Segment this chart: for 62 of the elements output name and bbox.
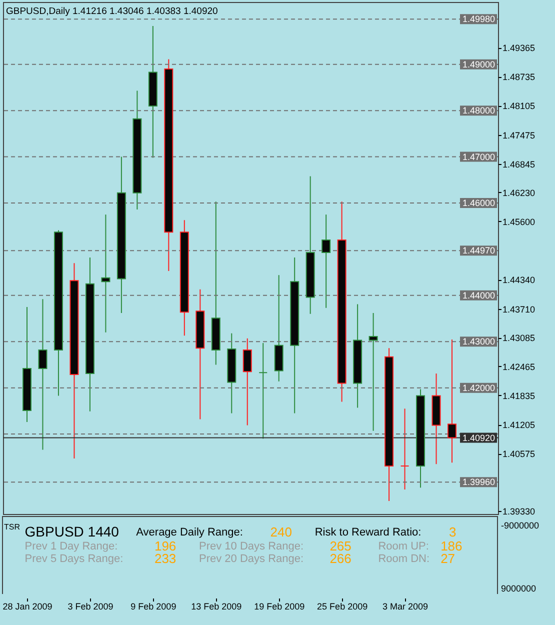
candlestick [38,298,48,450]
ref-line-label: 1.47000 [462,152,495,162]
y-tick-label: 1.47475 [502,130,536,140]
y-tick-label: 1.44340 [502,275,536,286]
text: Room DN: [378,552,430,565]
candlestick [448,339,456,464]
ref-line-label: 1.44970 [462,246,495,256]
text: 9000000 [500,584,536,594]
x-tick-label: 3 Mar 2009 [382,602,428,612]
candlestick [322,214,331,308]
chart-title: GBPUSD,Daily 1.41216 1.43046 1.40383 1.40920 [6,6,218,17]
text: 233 [154,550,176,566]
y-tick-label: 1.48105 [502,101,536,112]
y-tick-label: 1.45600 [502,216,536,227]
text: Prev 1 Day Range: [24,540,118,552]
ref-line-label: 1.46000 [462,198,495,208]
candlestick [400,408,410,490]
text: GBPUSD 1440 [24,523,120,540]
y-tick-label: 1.48735 [502,72,536,82]
x-tick-label: 19 Feb 2009 [254,602,305,612]
text: Average Daily Range: [136,526,243,538]
y-tick-label: 1.41205 [502,420,536,430]
ref-line-label: 1.49980 [462,14,495,24]
ref-line-label: 1.40920 [462,432,495,443]
text: 240 [270,524,292,540]
text: Room UP: [378,540,429,552]
text: Prev 5 Days Range: [24,552,124,565]
text: Prev 20 Days Range: [199,552,304,565]
candlestick [242,338,252,426]
text: 186 [440,538,462,554]
text: 27 [440,550,456,566]
y-tick-label: 1.43710 [502,304,536,314]
text: TSR [4,522,20,532]
y-tick-label: 1.46845 [502,159,536,170]
y-tick-label: 1.41835 [502,390,536,401]
y-tick-label: 1.39330 [502,506,536,517]
x-tick-label: 9 Feb 2009 [130,602,176,612]
text: -9000000 [500,520,540,530]
candlestick [101,214,110,333]
y-tick-label: 1.43085 [502,333,536,344]
ref-line-label: 1.42000 [462,382,495,393]
ref-line-label: 1.44000 [462,290,495,300]
text: 266 [330,550,352,566]
y-tick-label: 1.46230 [502,188,536,198]
x-tick-label: 13 Feb 2009 [191,602,242,612]
text: Risk to Reward Ratio: [314,526,422,538]
text: 196 [154,538,176,554]
y-tick-label: 1.42465 [502,362,536,372]
text: 3 [448,524,456,540]
x-tick-label: 25 Feb 2009 [317,602,368,612]
ref-line-label: 1.43000 [462,336,495,347]
ref-line-label: 1.48000 [462,106,495,116]
x-tick-label: 28 Jan 2009 [2,602,52,612]
text: Prev 10 Days Range: [199,540,304,552]
y-tick-label: 1.49365 [502,43,536,54]
text: 265 [330,538,352,554]
ref-line-label: 1.49000 [462,59,495,70]
candlestick [368,312,378,432]
ref-line-label: 1.39960 [462,477,495,488]
x-tick-label: 3 Feb 2009 [68,602,114,612]
y-tick-label: 1.40575 [502,449,536,460]
candlestick [258,342,268,440]
